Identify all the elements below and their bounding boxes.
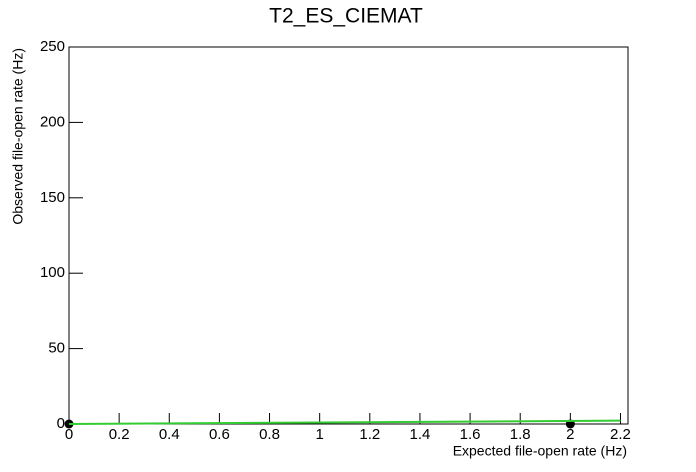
y-tick-label: 100 (40, 264, 65, 281)
x-tick-label: 1.4 (410, 426, 431, 443)
chart-title: T2_ES_CIEMAT (269, 5, 423, 28)
x-axis-label: Expected file-open rate (Hz) (453, 443, 627, 459)
fit-line (68, 419, 621, 425)
y-tick-label: 50 (48, 340, 65, 357)
x-tick-label: 1 (316, 426, 324, 443)
y-tick-label: 150 (40, 189, 65, 206)
y-tick-label: 250 (40, 38, 65, 55)
x-tick-label: 0.4 (159, 426, 180, 443)
y-tick-label: 200 (40, 113, 65, 130)
x-tick-label: 0.2 (109, 426, 130, 443)
x-tick-label: 0.8 (259, 426, 280, 443)
x-tick-label: 1.8 (510, 426, 531, 443)
x-tick-label: 2 (566, 426, 574, 443)
x-tick-label: 2.2 (610, 426, 631, 443)
x-tick-label: 0.6 (209, 426, 230, 443)
x-tick-label: 0 (65, 426, 73, 443)
plot-frame (68, 46, 629, 425)
x-tick-label: 1.6 (460, 426, 481, 443)
y-tick-label: 0 (57, 415, 65, 432)
x-tick-label: 1.2 (359, 426, 380, 443)
y-axis-label: Observed file-open rate (Hz) (10, 48, 26, 225)
